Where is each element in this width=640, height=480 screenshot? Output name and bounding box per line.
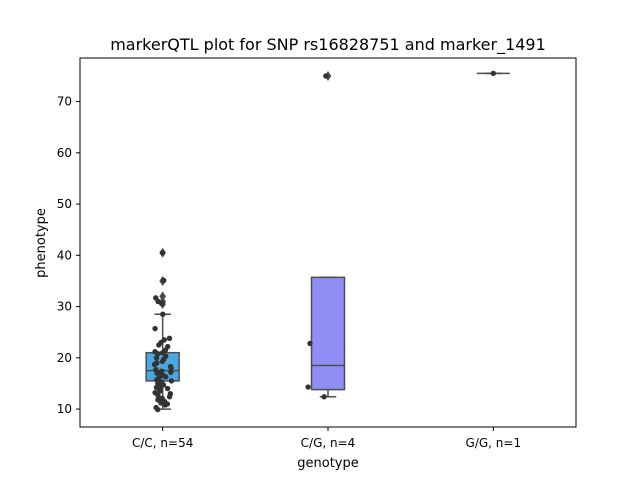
chart-title: markerQTL plot for SNP rs16828751 and ma… [110, 35, 546, 55]
data-point [162, 402, 169, 408]
data-point [157, 388, 163, 394]
y-tick-label: 70 [57, 95, 72, 109]
x-tick-label: C/C, n=54 [132, 436, 193, 450]
point-layer [151, 70, 497, 413]
y-tick-label: 40 [57, 248, 72, 262]
data-point [152, 325, 158, 332]
data-point [321, 394, 327, 400]
data-point [161, 277, 167, 284]
data-point [163, 374, 169, 380]
y-tick-label: 30 [57, 300, 72, 314]
data-point [164, 385, 171, 392]
y-tick-label: 20 [57, 351, 72, 365]
data-point [158, 300, 165, 307]
outlier-marker [159, 291, 166, 302]
x-tick-label: C/G, n=4 [301, 436, 356, 450]
data-point [156, 342, 162, 348]
y-tick-label: 50 [57, 197, 72, 211]
data-point [323, 73, 329, 79]
data-point [166, 394, 173, 400]
y-tick-label: 10 [57, 402, 72, 416]
box-iqr [310, 276, 346, 391]
data-point [166, 335, 173, 342]
data-point [151, 361, 158, 368]
data-point [154, 406, 161, 413]
data-point [305, 384, 311, 390]
x-axis-label: genotype [297, 456, 358, 471]
x-axis: C/C, n=54 C/G, n=4 G/G, n=1 [132, 427, 521, 450]
x-tick-label: G/G, n=1 [466, 436, 522, 450]
data-point [155, 351, 161, 357]
data-point [168, 369, 174, 375]
data-point [159, 349, 166, 356]
y-tick-label: 60 [57, 146, 72, 160]
data-point [155, 392, 161, 398]
y-axis: 10 20 30 40 50 60 70 [57, 95, 80, 416]
data-point [168, 378, 175, 384]
data-point [168, 365, 174, 371]
data-point [159, 250, 166, 256]
data-point [153, 355, 160, 361]
data-point [154, 370, 160, 376]
data-point [158, 400, 164, 406]
data-point [160, 311, 166, 317]
data-point [490, 70, 497, 77]
data-point [307, 340, 313, 347]
y-axis-label: phenotype [34, 208, 49, 278]
box-group [310, 70, 346, 398]
data-point [159, 358, 166, 365]
